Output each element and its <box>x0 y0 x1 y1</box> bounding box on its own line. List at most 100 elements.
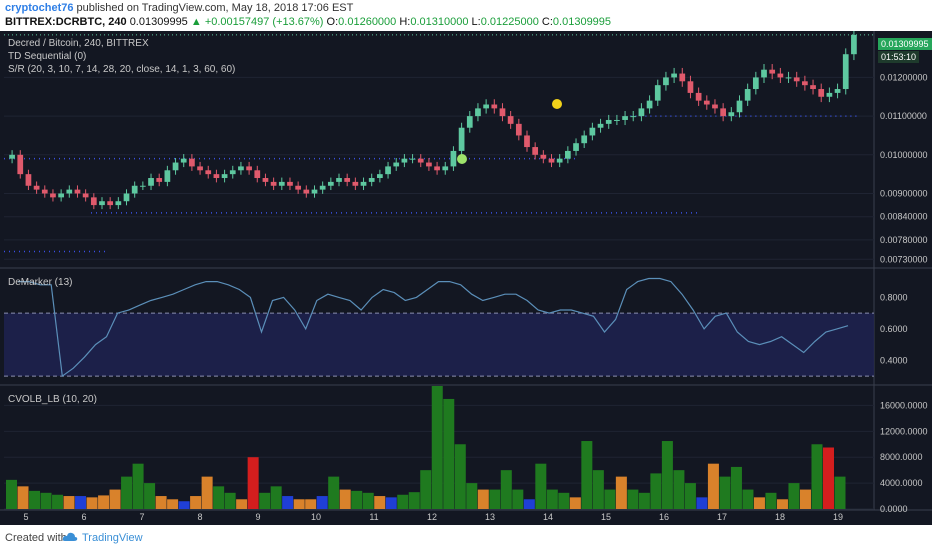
candle-body <box>630 116 637 118</box>
cvolb-title: CVOLB_LB (10, 20) <box>8 394 97 405</box>
candle-body <box>336 178 342 182</box>
candle-body <box>810 85 816 90</box>
time-tick-label: 17 <box>717 512 727 522</box>
low-label: L: <box>471 16 481 28</box>
volume-bar <box>489 489 501 509</box>
candle-body <box>197 166 203 171</box>
candle-body <box>409 158 416 160</box>
tradingview-brand[interactable]: TradingView <box>82 532 143 544</box>
candle-body <box>491 104 498 109</box>
candle-body <box>107 201 114 206</box>
time-tick-label: 11 <box>369 512 378 522</box>
candle-body <box>548 158 555 163</box>
volume-bar <box>339 489 351 509</box>
candle-body <box>458 127 465 151</box>
td-perfect-sell-dot <box>552 99 562 109</box>
chart-area[interactable]: 0.01200000 0.01100000 0.01000000 0.00900000… <box>0 28 932 525</box>
volume-bar <box>6 479 18 509</box>
volume-bar <box>765 492 777 509</box>
volume-tick-label: 4000.0000 <box>880 478 923 488</box>
volume-bar <box>293 499 305 509</box>
volume-bar <box>466 483 478 509</box>
candle-body <box>532 147 539 155</box>
candle-body <box>385 166 391 175</box>
volume-bar <box>443 398 455 509</box>
candle-body <box>638 108 645 117</box>
close-value: 0.01309995 <box>552 16 612 28</box>
volume-bar <box>328 476 340 509</box>
candle-body <box>483 104 489 109</box>
demarker-tick-label: 0.8000 <box>880 292 908 302</box>
candle-body <box>123 193 130 202</box>
volume-bar <box>29 490 41 509</box>
candle-body <box>99 201 105 206</box>
td-sequential-label: TD Sequential (0) <box>8 51 87 62</box>
candle-body <box>393 162 400 167</box>
publish-info: published on TradingView.com, May 18, 20… <box>76 2 354 14</box>
volume-bar <box>558 492 570 509</box>
volume-bar <box>719 476 731 509</box>
chart-canvas[interactable]: 0.01200000 0.01100000 0.01000000 0.00900000… <box>0 28 932 525</box>
candle-body <box>736 100 743 113</box>
price-tick-label: 0.01100000 <box>880 111 927 121</box>
candle-body <box>238 166 244 171</box>
demarker-tick-label: 0.4000 <box>880 355 908 365</box>
price-tick-label: 0.00840000 <box>880 212 928 222</box>
price-tick-label: 0.01200000 <box>880 72 928 82</box>
candle-body <box>581 135 588 144</box>
volume-bar <box>247 457 259 509</box>
volume-bar <box>190 496 202 509</box>
volume-bar <box>454 444 466 509</box>
volume-tick-label: 8000.0000 <box>880 452 923 462</box>
candle-body <box>82 193 89 198</box>
time-tick-label: 6 <box>81 512 86 522</box>
candle-body <box>262 178 269 182</box>
volume-bar <box>523 499 535 509</box>
volume-bar <box>569 497 581 509</box>
candle-body <box>377 174 383 179</box>
time-tick-label: 7 <box>139 512 144 522</box>
time-tick-label: 13 <box>485 512 495 522</box>
candle-body <box>74 189 81 194</box>
volume-tick-label: 0.0000 <box>880 504 908 514</box>
volume-bar <box>75 496 87 509</box>
candle-body <box>131 185 138 194</box>
volume-bar <box>799 489 811 509</box>
candle-body <box>278 181 285 186</box>
price-tick-label: 0.00900000 <box>880 188 928 198</box>
candle-body <box>720 108 727 117</box>
candle-body <box>614 119 620 121</box>
candle-body <box>695 92 702 101</box>
time-tick-label: 14 <box>543 512 553 522</box>
candle-body <box>597 123 604 128</box>
last-price-tag: 0.01309995 <box>878 38 932 50</box>
volume-bar <box>201 476 213 509</box>
volume-bar <box>178 501 190 509</box>
sr-indicator-label: S/R (20, 3, 10, 7, 14, 28, 20, close, 14… <box>8 64 236 75</box>
candle-body <box>842 54 849 90</box>
candle-body <box>33 185 40 190</box>
demarker-tick-label: 0.6000 <box>880 324 908 334</box>
candle-body <box>189 158 195 167</box>
volume-bar <box>316 496 328 509</box>
candle-body <box>605 119 612 124</box>
countdown-tag: 01:53:10 <box>878 51 920 63</box>
time-tick-label: 19 <box>833 512 843 522</box>
volume-bar <box>385 497 397 509</box>
author-link[interactable]: cryptochet76 <box>5 2 74 14</box>
time-tick-label: 18 <box>775 512 785 522</box>
candle-body <box>761 69 767 78</box>
volume-bar <box>420 470 432 509</box>
created-with-label: Created with <box>5 532 67 544</box>
volume-bar <box>834 476 846 509</box>
candle-body <box>442 166 449 171</box>
candle-body <box>777 73 784 78</box>
time-tick-label: 9 <box>255 512 260 522</box>
last-price: 0.01309995 <box>129 16 188 28</box>
price-pane-title: Decred / Bitcoin, 240, BITTREX <box>8 38 149 49</box>
volume-bar <box>167 499 179 509</box>
volume-tick-label: 16000.0000 <box>880 400 928 410</box>
chart-background <box>0 31 932 525</box>
candle-body <box>344 178 351 182</box>
candle-body <box>728 112 735 117</box>
